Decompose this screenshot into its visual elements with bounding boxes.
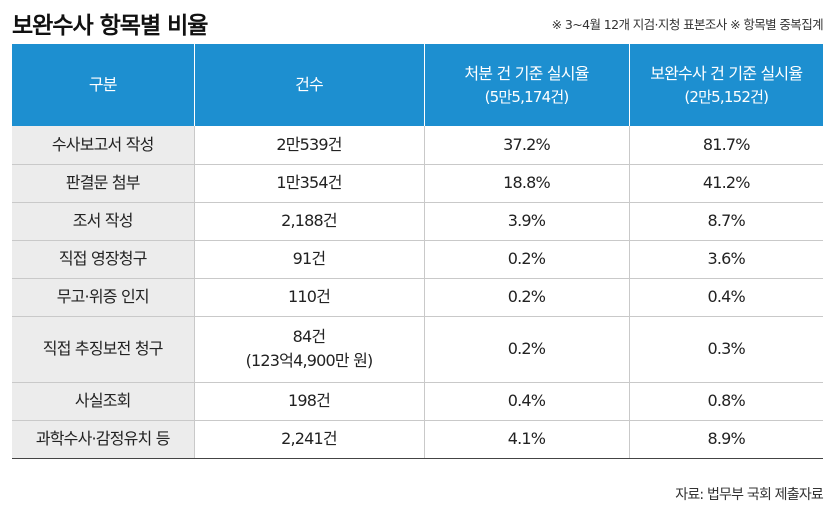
cell-count: 2,188건 [193, 201, 424, 240]
cell-count: 2만539건 [193, 126, 424, 164]
cell-count-text: 91건 [292, 249, 326, 268]
cell-disposal-rate: 18.8% [423, 163, 629, 202]
cell-category-text: 사실조회 [74, 391, 131, 410]
cell-disposal-rate-text: 3.9% [507, 211, 546, 230]
cell-category-text: 판결문 첨부 [65, 173, 141, 192]
cell-supplement-rate: 8.9% [628, 419, 823, 459]
cell-category-text: 수사보고서 작성 [51, 134, 155, 154]
table-row: 무고·위증 인지 110건 0.2% 0.4% [12, 277, 823, 316]
cell-count: 2,241건 [193, 419, 424, 459]
cell-supplement-rate: 81.7% [628, 126, 823, 164]
table-body: 수사보고서 작성 2만539건 37.2% 81.7% 판결문 첨부 1만354건 18.8… [12, 126, 823, 459]
cell-disposal-rate: 3.9% [423, 201, 629, 240]
cell-category: 사실조회 [12, 381, 194, 420]
cell-count-text: 2만539건 [276, 134, 342, 154]
table-row: 판결문 첨부 1만354건 18.8% 41.2% [12, 163, 823, 202]
cell-disposal-rate-text: 18.8% [503, 173, 551, 192]
table-row: 사실조회 198건 0.4% 0.8% [12, 381, 823, 420]
header-disposal-rate: 처분 건 기준 실시율 (5만5,174건) [423, 44, 629, 126]
header-label: 구분 [88, 75, 118, 94]
header-label: 처분 건 기준 실시율 [464, 63, 589, 83]
cell-count-text: 84건 [292, 327, 326, 346]
cell-category: 직접 영장청구 [12, 239, 194, 278]
cell-supplement-rate: 0.4% [628, 277, 823, 316]
header-label: 건수 [295, 75, 324, 94]
header-label: 보완수사 건 기준 실시율 [650, 63, 803, 83]
cell-supplement-rate-text: 8.9% [707, 429, 746, 448]
cell-supplement-rate-text: 3.6% [707, 249, 746, 268]
table-row: 직접 추징보전 청구 84건 (123억4,900만 원) 0.2% 0.3% [12, 315, 823, 382]
cell-disposal-rate: 0.2% [423, 239, 629, 278]
cell-category-text: 과학수사·감정유치 등 [35, 429, 171, 448]
cell-category-text: 직접 영장청구 [58, 249, 148, 268]
table-row: 조서 작성 2,188건 3.9% 8.7% [12, 201, 823, 240]
cell-disposal-rate-text: 37.2% [503, 134, 551, 154]
cell-supplement-rate: 0.3% [628, 315, 823, 382]
header-supplement-rate: 보완수사 건 기준 실시율 (2만5,152건) [628, 44, 823, 126]
data-table: 구분 건수 처분 건 기준 실시율 (5만5,174건) 보완수사 건 기준 실… [12, 44, 823, 459]
cell-disposal-rate-text: 4.1% [507, 429, 546, 448]
cell-supplement-rate-text: 81.7% [702, 134, 751, 154]
cell-count: 1만354건 [193, 163, 424, 202]
cell-supplement-rate-text: 0.3% [707, 339, 746, 358]
survey-note: ※ 3~4월 12개 지검·지청 표본조사 ※ 항목별 중복집계 [551, 17, 824, 32]
table-row: 직접 영장청구 91건 0.2% 3.6% [12, 239, 823, 278]
cell-supplement-rate: 0.8% [628, 381, 823, 420]
cell-count-text: 2,188건 [281, 211, 338, 230]
cell-count-text: 1만354건 [276, 173, 342, 192]
cell-category: 판결문 첨부 [12, 163, 194, 202]
header-count: 건수 [193, 44, 424, 126]
cell-supplement-rate-text: 0.4% [707, 287, 746, 306]
header-sublabel: (5만5,174건) [484, 87, 570, 106]
cell-category-text: 직접 추징보전 청구 [42, 339, 164, 358]
cell-count: 198건 [193, 381, 424, 420]
cell-category-text: 조서 작성 [72, 211, 134, 230]
cell-disposal-rate: 37.2% [423, 126, 629, 164]
cell-count-text: 110건 [287, 287, 331, 306]
source-note: 자료: 법무부 국회 제출자료 [675, 487, 824, 503]
cell-disposal-rate: 0.2% [423, 277, 629, 316]
cell-disposal-rate-text: 0.4% [507, 391, 546, 410]
cell-category: 과학수사·감정유치 등 [12, 419, 194, 459]
cell-count-amount: (123억4,900만 원) [245, 351, 374, 370]
cell-category: 수사보고서 작성 [12, 126, 194, 164]
cell-count: 110건 [193, 277, 424, 316]
table-row: 과학수사·감정유치 등 2,241건 4.1% 8.9% [12, 419, 823, 459]
header-sublabel: (2만5,152건) [684, 87, 769, 106]
cell-supplement-rate-text: 0.8% [707, 391, 746, 410]
cell-disposal-rate-text: 0.2% [507, 287, 546, 306]
cell-disposal-rate: 0.2% [423, 315, 629, 382]
table-row: 수사보고서 작성 2만539건 37.2% 81.7% [12, 126, 823, 164]
cell-supplement-rate: 41.2% [628, 163, 823, 202]
cell-disposal-rate-text: 0.2% [507, 249, 546, 268]
cell-count-text: 198건 [287, 391, 331, 410]
cell-count-text: 2,241건 [281, 429, 338, 448]
cell-category-text: 무고·위증 인지 [56, 287, 150, 306]
cell-supplement-rate-text: 41.2% [702, 173, 751, 192]
cell-category: 무고·위증 인지 [12, 277, 194, 316]
cell-disposal-rate-text: 0.2% [507, 339, 546, 358]
cell-count: 91건 [193, 239, 424, 278]
chart-title: 보완수사 항목별 비율 [12, 13, 208, 39]
cell-disposal-rate: 4.1% [423, 419, 629, 459]
cell-count: 84건 (123억4,900만 원) [193, 315, 424, 382]
cell-category: 조서 작성 [12, 201, 194, 240]
cell-supplement-rate: 3.6% [628, 239, 823, 278]
cell-supplement-rate-text: 8.7% [707, 211, 746, 230]
cell-supplement-rate: 8.7% [628, 201, 823, 240]
header-category: 구분 [12, 44, 194, 126]
cell-disposal-rate: 0.4% [423, 381, 629, 420]
cell-category: 직접 추징보전 청구 [12, 315, 194, 382]
header-row: 구분 건수 처분 건 기준 실시율 (5만5,174건) 보완수사 건 기준 실… [12, 44, 823, 126]
